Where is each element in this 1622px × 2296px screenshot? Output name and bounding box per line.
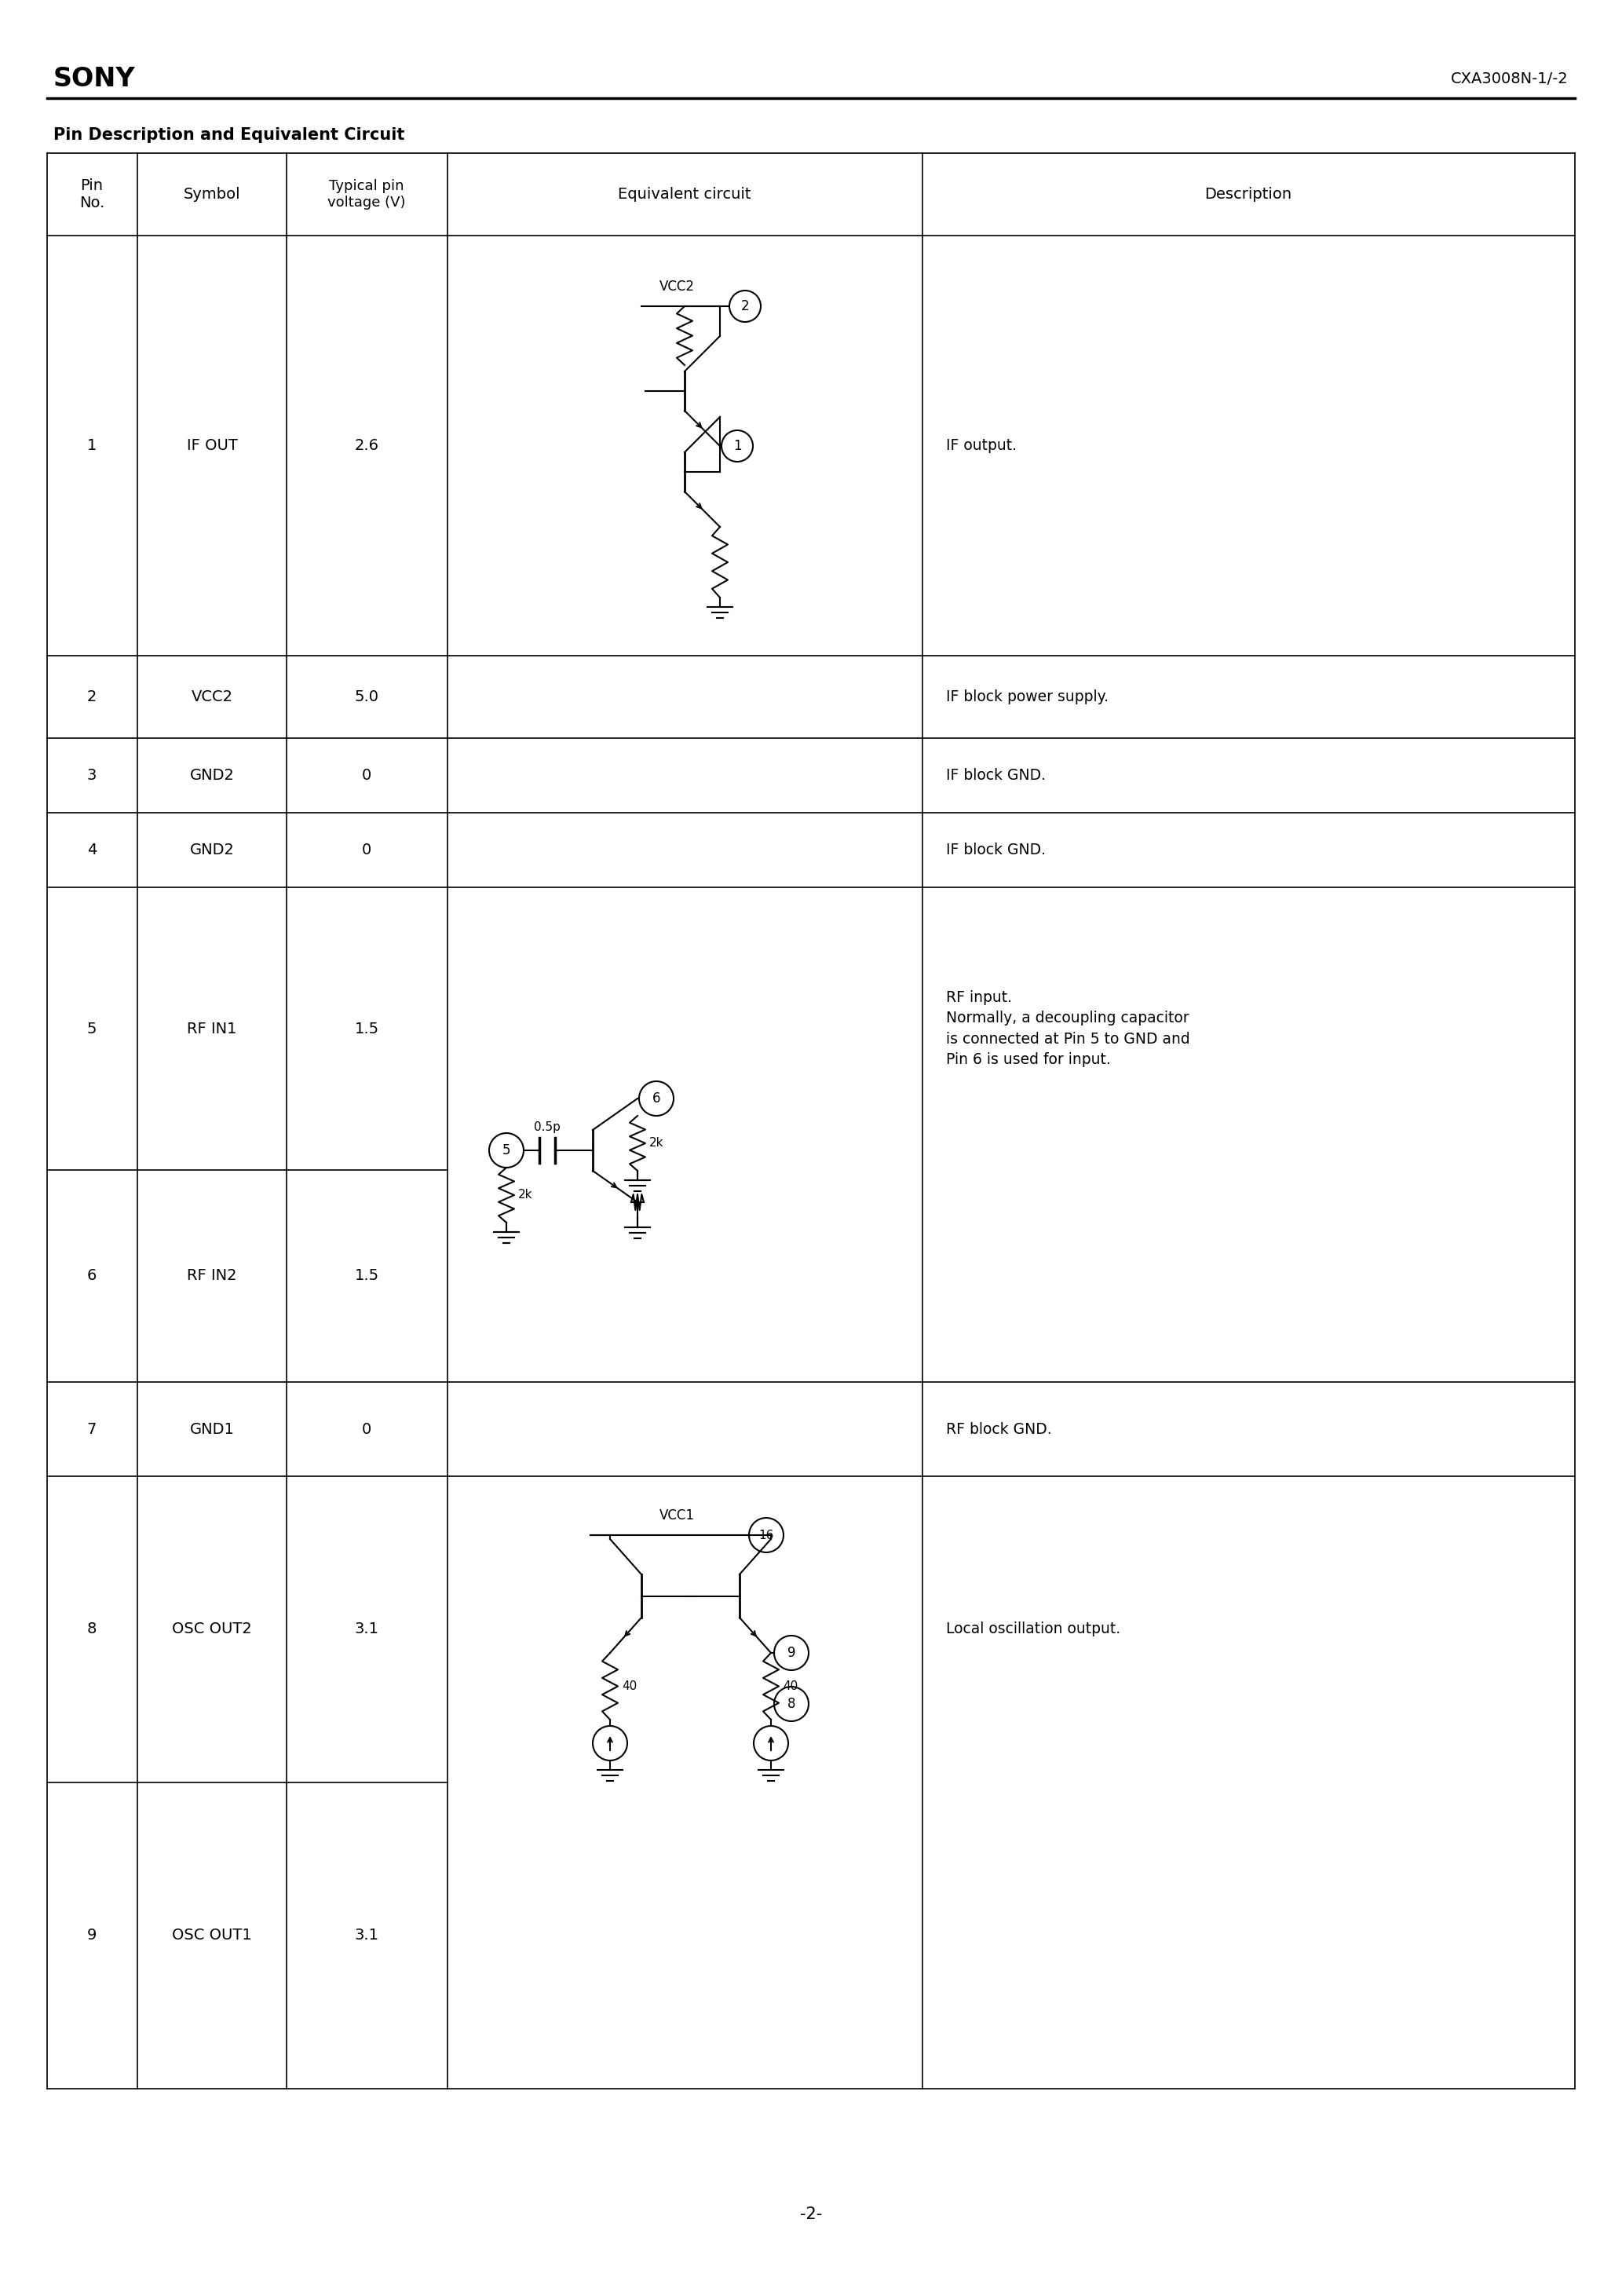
Text: 6: 6 [652,1091,660,1107]
Text: 2k: 2k [517,1189,532,1201]
Text: IF block GND.: IF block GND. [946,767,1046,783]
Text: 8: 8 [787,1697,795,1711]
Text: 40: 40 [783,1681,798,1692]
Text: RF input.
Normally, a decoupling capacitor
is connected at Pin 5 to GND and
Pin : RF input. Normally, a decoupling capacit… [946,990,1191,1068]
Text: Equivalent circuit: Equivalent circuit [618,186,751,202]
Text: 3: 3 [88,767,97,783]
Text: IF block power supply.: IF block power supply. [946,689,1108,705]
Text: Pin
No.: Pin No. [79,179,104,211]
Text: 9: 9 [88,1929,97,1942]
Text: 0.5p: 0.5p [534,1120,561,1134]
Text: 6: 6 [88,1267,97,1283]
Text: GND1: GND1 [190,1421,234,1437]
Text: 16: 16 [759,1529,774,1541]
Text: OSC OUT1: OSC OUT1 [172,1929,251,1942]
Text: 1: 1 [733,439,741,452]
Text: VCC2: VCC2 [659,280,694,294]
Text: RF IN2: RF IN2 [187,1267,237,1283]
Text: 9: 9 [787,1646,795,1660]
Text: Symbol: Symbol [183,186,240,202]
Text: 2.6: 2.6 [355,439,380,452]
Text: 2: 2 [88,689,97,705]
Text: 8: 8 [88,1621,97,1637]
Text: IF OUT: IF OUT [187,439,237,452]
Text: IF block GND.: IF block GND. [946,843,1046,856]
Text: 7: 7 [88,1421,97,1437]
Text: Typical pin
voltage (V): Typical pin voltage (V) [328,179,406,209]
Text: 5: 5 [88,1022,97,1035]
Text: 3.1: 3.1 [355,1929,380,1942]
Text: 1.5: 1.5 [355,1267,380,1283]
Text: 3.1: 3.1 [355,1621,380,1637]
Text: -2-: -2- [800,2206,822,2223]
Text: GND2: GND2 [190,843,234,856]
Text: 1: 1 [88,439,97,452]
Text: 1.5: 1.5 [355,1022,380,1035]
Text: OSC OUT2: OSC OUT2 [172,1621,251,1637]
Text: GND2: GND2 [190,767,234,783]
Text: 40: 40 [621,1681,637,1692]
Text: 0: 0 [362,1421,371,1437]
Text: 0: 0 [362,843,371,856]
Text: Description: Description [1205,186,1291,202]
Text: RF block GND.: RF block GND. [946,1421,1051,1437]
Text: 5.0: 5.0 [355,689,380,705]
Text: 5: 5 [503,1143,511,1157]
Text: SONY: SONY [54,67,136,92]
Text: Local oscillation output.: Local oscillation output. [946,1621,1121,1637]
Text: VCC1: VCC1 [659,1508,694,1522]
Text: Pin Description and Equivalent Circuit: Pin Description and Equivalent Circuit [54,126,404,142]
Text: VCC2: VCC2 [191,689,234,705]
Text: CXA3008N-1/-2: CXA3008N-1/-2 [1452,71,1568,85]
Text: RF IN1: RF IN1 [187,1022,237,1035]
Text: 0: 0 [362,767,371,783]
Text: 2: 2 [741,298,749,312]
Text: 4: 4 [88,843,97,856]
Text: IF output.: IF output. [946,439,1017,452]
Text: 2k: 2k [649,1137,663,1150]
